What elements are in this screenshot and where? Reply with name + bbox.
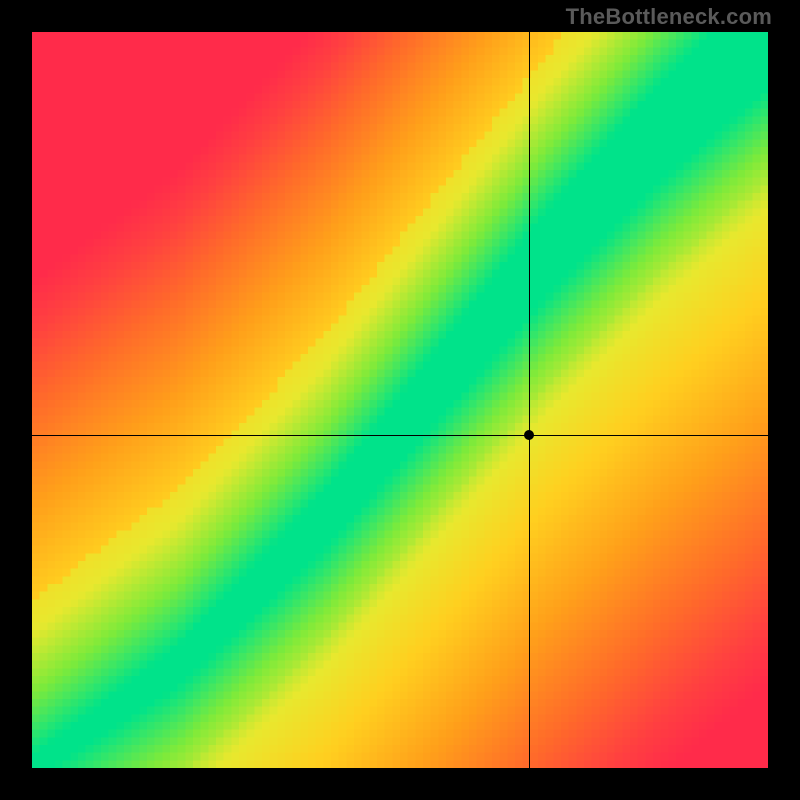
crosshair-horizontal bbox=[32, 435, 768, 436]
bottleneck-heatmap bbox=[32, 32, 768, 768]
selection-marker bbox=[524, 430, 534, 440]
watermark-text: TheBottleneck.com bbox=[566, 4, 772, 30]
chart-container: TheBottleneck.com bbox=[0, 0, 800, 800]
crosshair-vertical bbox=[529, 32, 530, 768]
